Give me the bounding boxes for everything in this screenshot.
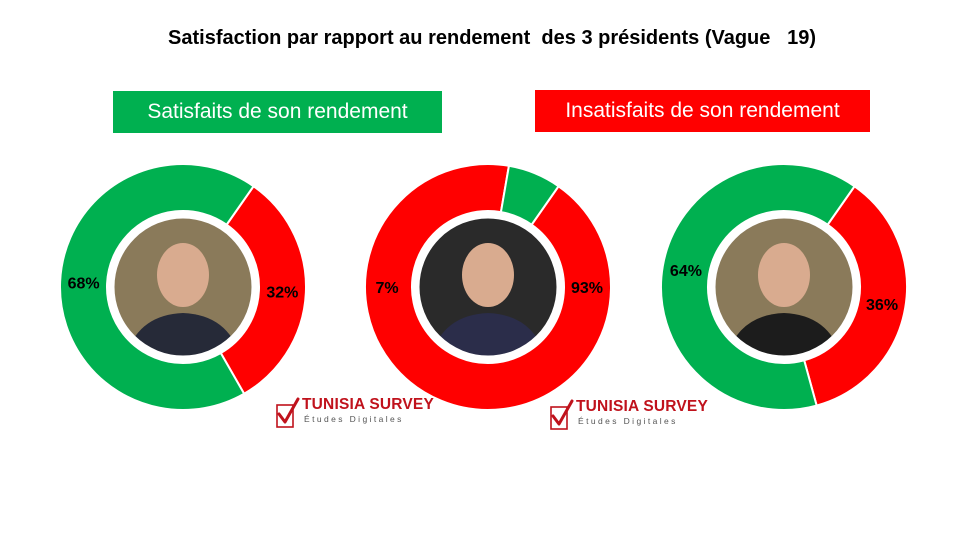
checkmark-logo-icon <box>276 397 300 428</box>
legend-satisfied: Satisfaits de son rendement <box>113 91 442 133</box>
slice-satisfied <box>499 164 560 227</box>
label-dissatisfied: 36% <box>866 297 898 314</box>
label-satisfied: 68% <box>68 275 100 292</box>
portrait-president-3 <box>714 217 854 357</box>
slice-satisfied <box>59 163 255 411</box>
donut-chart-1: 32% 68% <box>59 163 307 411</box>
label-dissatisfied: 93% <box>571 280 603 297</box>
logo-tunisia-survey-1: TUNISIA SURVEY Études Digitales <box>276 395 434 429</box>
donut-chart-3: 36% 64% <box>660 163 908 411</box>
logo-subtitle: Études Digitales <box>578 416 678 426</box>
label-satisfied: 7% <box>375 280 398 297</box>
slice-dissatisfied <box>802 184 908 407</box>
slice-satisfied <box>660 163 856 411</box>
checkmark-logo-icon <box>550 399 574 430</box>
legend-dissatisfied: Insatisfaits de son rendement <box>535 90 870 132</box>
slice-dissatisfied <box>219 184 307 396</box>
portrait-frame <box>416 215 560 359</box>
label-dissatisfied: 32% <box>266 285 298 302</box>
logo-subtitle: Études Digitales <box>304 414 404 424</box>
logo-tunisia-survey-2: TUNISIA SURVEY Études Digitales <box>550 397 708 431</box>
logo-brand: TUNISIA SURVEY <box>576 398 708 415</box>
logo-brand: TUNISIA SURVEY <box>302 396 434 413</box>
portrait-frame <box>111 215 255 359</box>
portrait-frame <box>712 215 856 359</box>
chart-title: Satisfaction par rapport au rendement de… <box>168 27 816 49</box>
slice-dissatisfied <box>364 163 612 411</box>
donut-chart-2: 93% 7% <box>364 163 612 411</box>
label-satisfied: 64% <box>670 263 702 280</box>
